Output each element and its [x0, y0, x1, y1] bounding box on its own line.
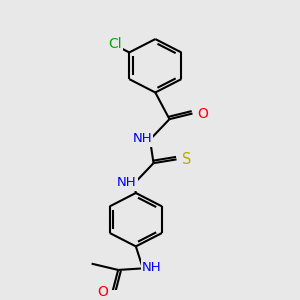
Text: NH: NH: [116, 176, 136, 189]
Text: NH: NH: [142, 261, 162, 274]
Text: NH: NH: [132, 132, 152, 145]
Text: O: O: [97, 285, 108, 299]
Text: S: S: [182, 152, 191, 167]
Text: O: O: [197, 106, 208, 121]
Text: Cl: Cl: [108, 37, 122, 50]
